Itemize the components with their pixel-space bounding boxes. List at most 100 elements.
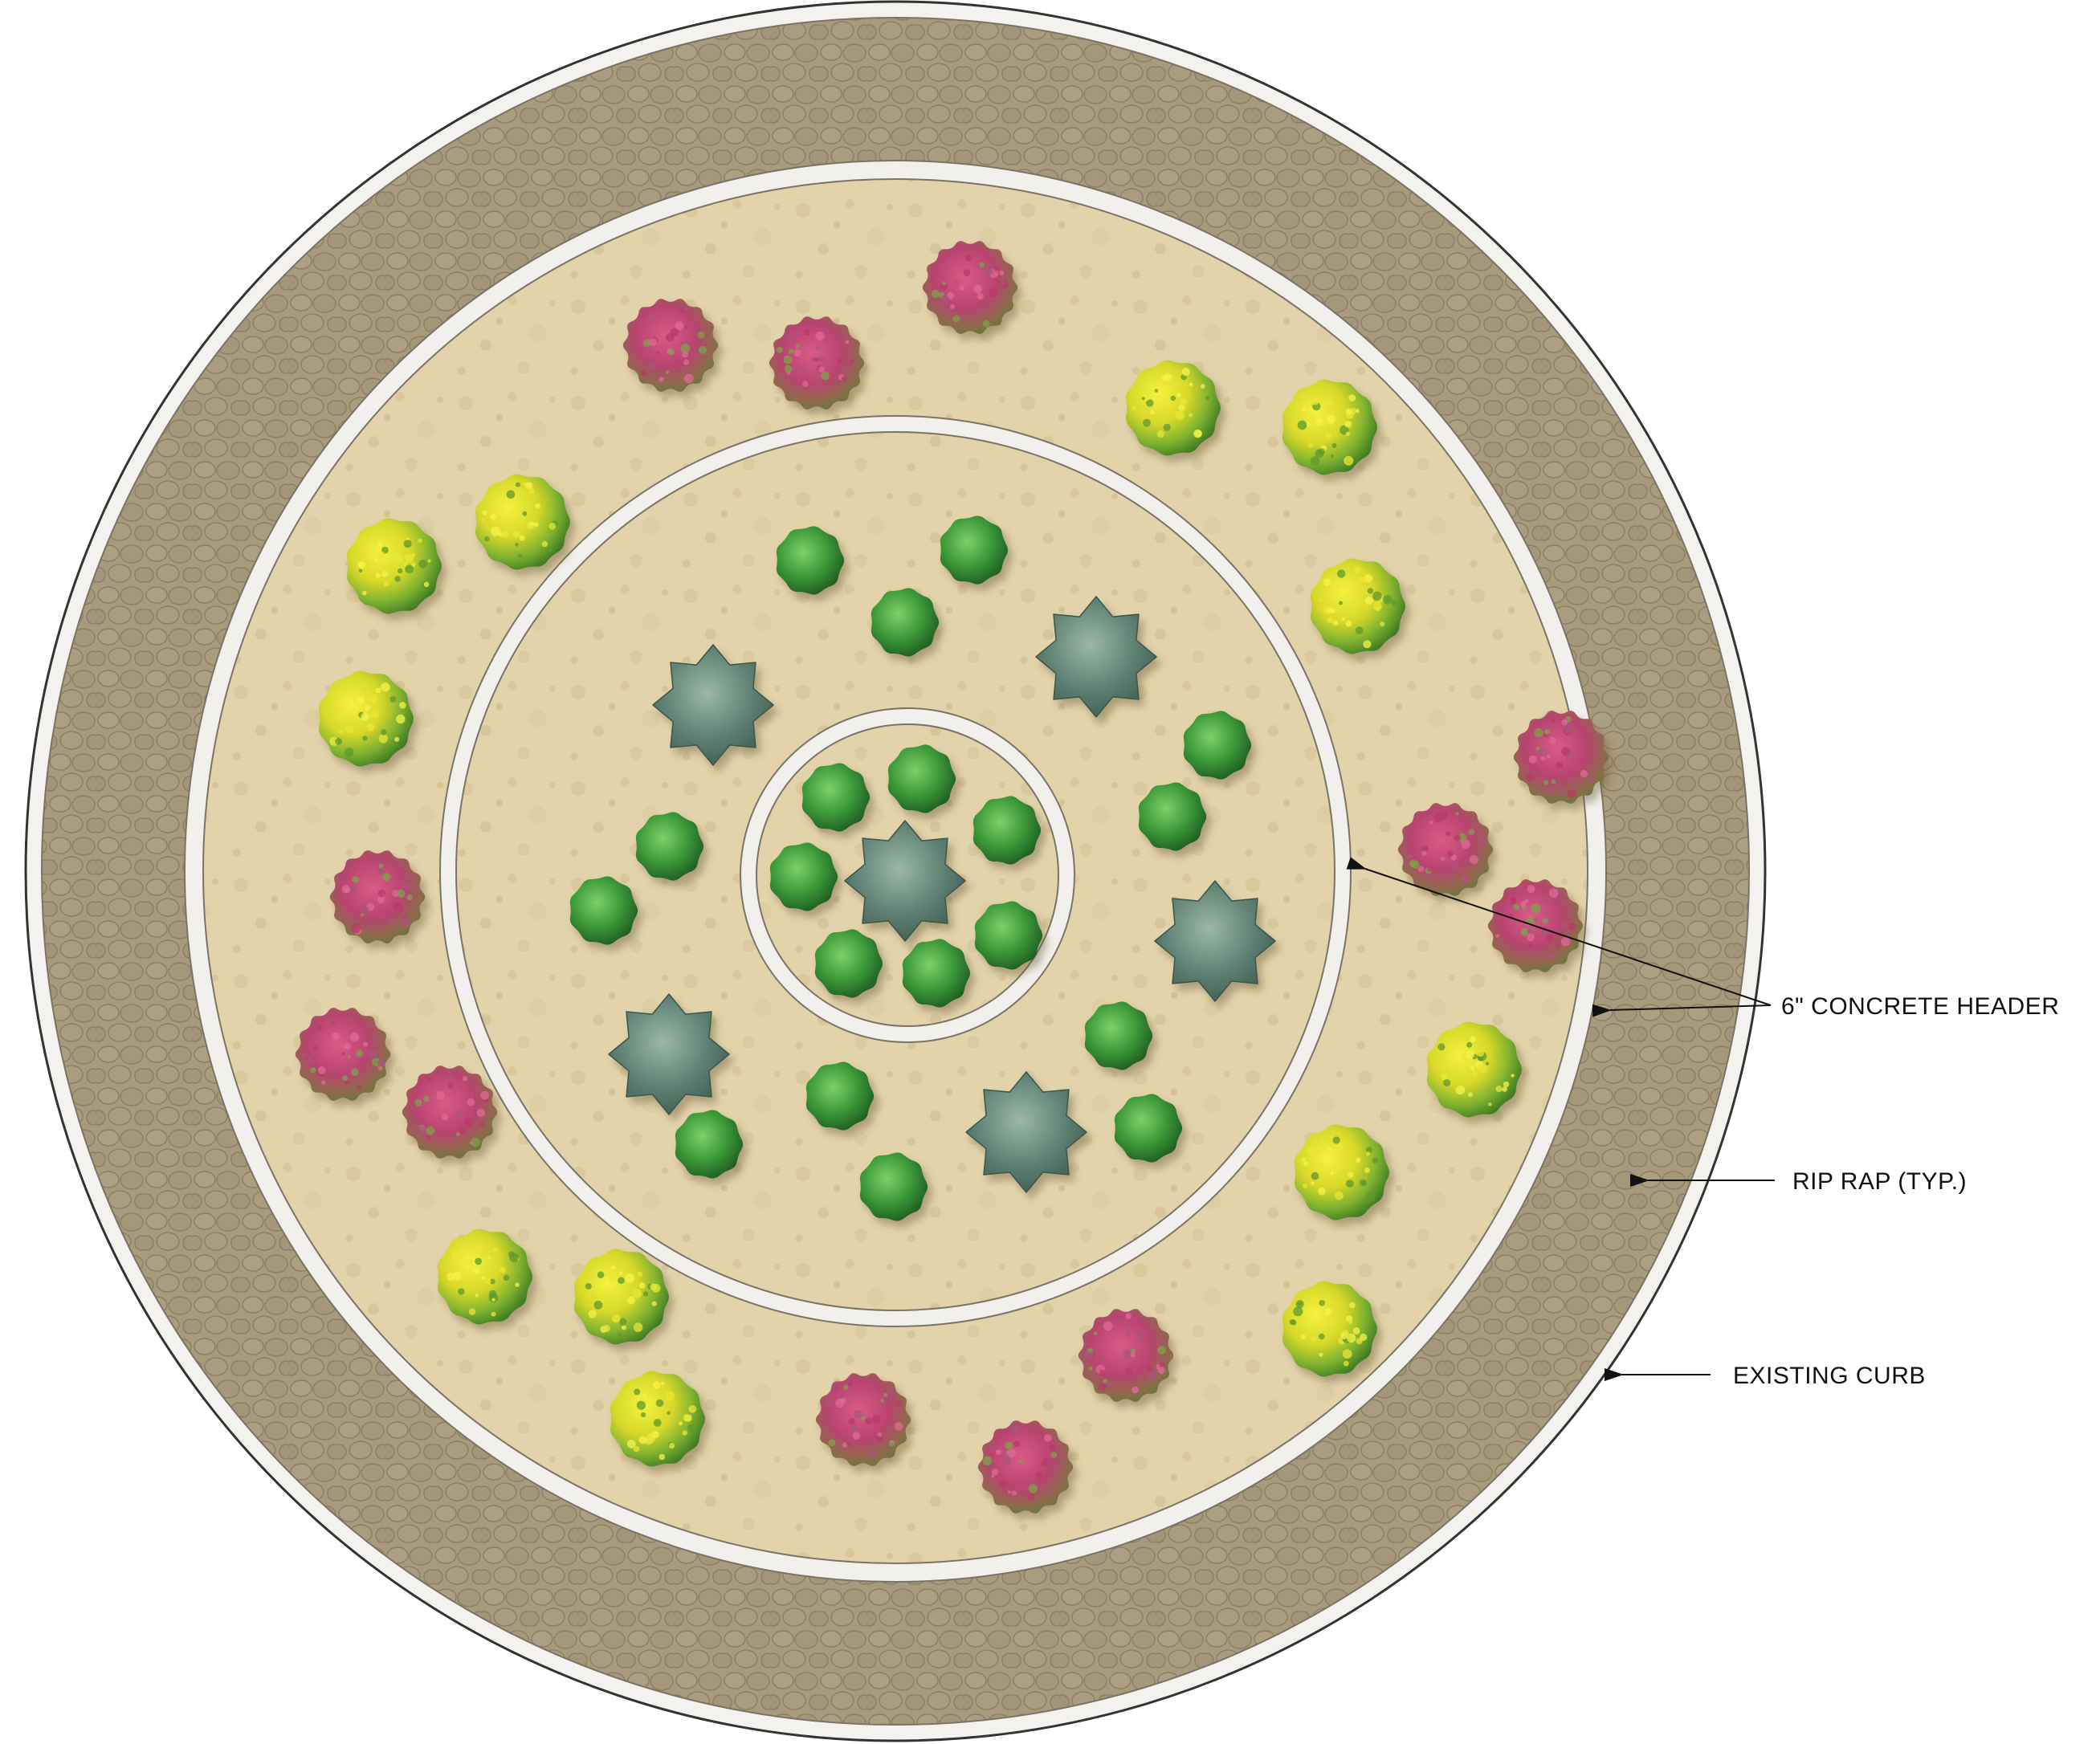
plant-texture-dot — [1307, 414, 1313, 420]
plant-texture-dot — [1345, 620, 1352, 627]
plant-texture-dot — [815, 331, 825, 341]
plant-texture-dot — [499, 1266, 506, 1273]
leader-line — [1592, 1004, 1772, 1017]
plant-texture-dot — [1345, 1315, 1353, 1322]
plant-texture-dot — [999, 270, 1005, 276]
plant-texture-dot — [519, 535, 525, 541]
plant-texture-dot — [641, 1412, 646, 1418]
plant-texture-dot — [625, 1273, 635, 1283]
plant-texture-dot — [993, 267, 999, 271]
plant-texture-dot — [1132, 405, 1136, 410]
plant-texture-dot — [515, 543, 519, 547]
plant-texture-dot — [464, 1117, 474, 1127]
plant-texture-dot — [312, 1045, 318, 1051]
plant-texture-dot — [489, 1278, 495, 1285]
plant-texture-dot — [1522, 907, 1526, 911]
plant-texture-dot — [1332, 620, 1339, 626]
plant-texture-dot — [679, 308, 685, 313]
plant-texture-dot — [1326, 398, 1335, 407]
plant-texture-dot — [1180, 398, 1187, 405]
plant-texture-dot — [1105, 1380, 1112, 1387]
plant-texture-dot — [1348, 1320, 1352, 1324]
yellow-shrub-texture — [447, 1244, 520, 1317]
pink-shrub-texture — [1405, 811, 1486, 890]
plant-texture-dot — [1526, 772, 1535, 782]
green-shrub — [1138, 782, 1207, 851]
plant-texture-dot — [344, 1042, 351, 1050]
plant-texture-dot — [475, 1294, 479, 1298]
plant-texture-dot — [1477, 1049, 1484, 1057]
plant-texture-dot — [1319, 1300, 1325, 1306]
plant-texture-dot — [588, 1310, 597, 1318]
plant-texture-dot — [1007, 1449, 1017, 1457]
plant-texture-dot — [418, 538, 422, 543]
plant-texture-dot — [849, 358, 854, 364]
plant-texture-dot — [405, 564, 414, 574]
plant-texture-dot — [850, 1424, 858, 1432]
plant-texture-dot — [491, 1298, 495, 1302]
plant-texture-dot — [1200, 384, 1205, 389]
plant-texture-dot — [389, 919, 396, 925]
plant-texture-dot — [493, 1247, 498, 1253]
plant-texture-dot — [795, 330, 801, 336]
plant-texture-dot — [788, 348, 794, 355]
plant-texture-dot — [875, 1436, 883, 1443]
plant-texture-dot — [823, 1398, 833, 1408]
plant-texture-dot — [649, 362, 657, 370]
yellow-green-shrub — [346, 518, 442, 614]
plant-texture-dot — [1503, 1081, 1510, 1088]
plant-texture-dot — [414, 1098, 422, 1106]
plant-texture-dot — [1302, 407, 1307, 411]
plant-texture-dot — [1098, 1382, 1107, 1392]
plant-texture-dot — [593, 1300, 603, 1310]
plant-texture-dot — [1136, 1331, 1144, 1339]
plant-texture-dot — [1339, 601, 1343, 605]
plant-texture-dot — [1154, 389, 1159, 393]
plant-texture-dot — [1561, 747, 1570, 756]
plant-texture-dot — [361, 906, 369, 914]
plant-texture-dot — [618, 1277, 625, 1284]
plant-texture-dot — [358, 568, 363, 573]
plant-texture-dot — [665, 332, 675, 342]
plant-texture-dot — [1293, 1306, 1303, 1317]
plant-texture-dot — [785, 333, 792, 340]
plant-texture-dot — [636, 1400, 646, 1410]
plant-texture-dot — [688, 1405, 697, 1413]
plant-texture-dot — [1348, 1302, 1356, 1309]
plant-texture-dot — [1352, 1326, 1360, 1334]
plant-texture-dot — [1365, 1192, 1376, 1202]
plant-texture-dot — [378, 864, 384, 869]
plant-texture-dot — [660, 312, 665, 318]
green-shrub — [635, 812, 704, 881]
plant-texture-dot — [668, 348, 675, 356]
plant-texture-dot — [1001, 1455, 1011, 1465]
plant-texture-dot — [1429, 821, 1433, 825]
plant-texture-dot — [366, 723, 375, 731]
plant-texture-dot — [665, 1391, 675, 1401]
plant-texture-dot — [1468, 1092, 1473, 1098]
plant-texture-dot — [474, 1244, 483, 1253]
plant-texture-dot — [982, 1456, 993, 1466]
pink-shrub-texture — [1526, 716, 1596, 798]
plant-texture-dot — [1125, 1331, 1130, 1336]
plant-texture-dot — [533, 522, 539, 528]
plant-texture-dot — [332, 1032, 340, 1041]
plant-texture-dot — [378, 734, 389, 744]
plant-texture-dot — [640, 369, 647, 377]
plant-texture-dot — [351, 923, 361, 933]
yellow-shrub-texture — [482, 482, 558, 558]
plant-texture-dot — [682, 1430, 687, 1436]
plant-texture-dot — [1343, 1360, 1349, 1367]
plant-texture-dot — [1375, 605, 1380, 612]
plant-texture-dot — [1556, 761, 1564, 769]
plant-texture-dot — [655, 350, 660, 355]
plant-texture-dot — [504, 524, 509, 529]
plant-texture-dot — [1455, 1085, 1466, 1095]
plant-texture-dot — [1319, 1352, 1323, 1357]
plant-texture-dot — [999, 281, 1005, 286]
plant-texture-dot — [1431, 885, 1435, 890]
plant-texture-dot — [426, 1126, 435, 1135]
plant-texture-dot — [1543, 729, 1550, 735]
agave-succulent — [844, 820, 966, 942]
plant-texture-dot — [1353, 566, 1361, 573]
